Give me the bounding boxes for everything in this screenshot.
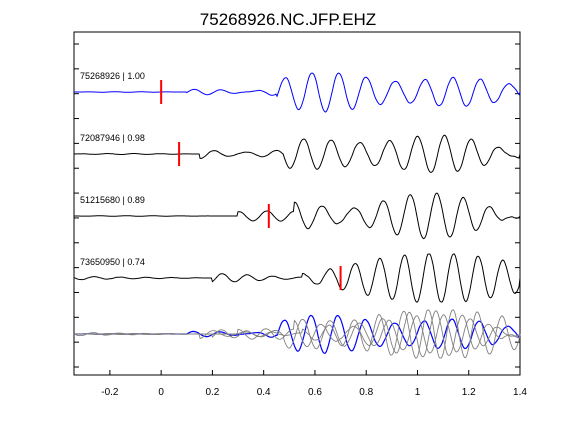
x-tick-label: 0.4	[257, 387, 271, 398]
plot-frame	[73, 31, 521, 376]
y-ticks	[74, 43, 520, 368]
x-tick-label: 0.8	[359, 387, 373, 398]
overlay-panel	[73, 309, 521, 359]
x-tick-label: 0.2	[205, 387, 219, 398]
waveform-traces: 75268926 | 1.00 72087946 | 0.98 51215680 |…	[73, 71, 521, 303]
overlay-waveform	[73, 309, 521, 359]
trace-label: 72087946 | 0.98	[80, 133, 145, 143]
x-axis: -0.2 0 0.2 0.4 0.6 0.8 1 1.2 1.4	[101, 370, 527, 398]
x-tick-label: 1	[415, 387, 421, 398]
waveform-line	[74, 134, 521, 173]
waveform-line	[73, 253, 521, 303]
waveform-line	[74, 72, 521, 113]
overlay-waveform	[74, 314, 521, 354]
trace-row: 73650950 | 0.74	[73, 253, 521, 303]
trace-label: 51215680 | 0.89	[80, 195, 145, 205]
trace-row: 72087946 | 0.98	[74, 133, 521, 173]
trace-row: 75268926 | 1.00	[74, 71, 521, 113]
waveform-line	[74, 192, 521, 240]
x-tick-label: -0.2	[101, 387, 119, 398]
trace-row: 51215680 | 0.89	[74, 192, 521, 240]
x-tick-label: 0.6	[308, 387, 322, 398]
x-tick-label: 1.4	[513, 387, 527, 398]
x-tick-label: 1.2	[462, 387, 476, 398]
trace-label: 75268926 | 1.00	[80, 71, 145, 81]
trace-label: 73650950 | 0.74	[80, 257, 145, 267]
x-tick-label: 0	[158, 387, 164, 398]
chart-title: 75268926.NC.JFP.EHZ	[200, 10, 376, 29]
